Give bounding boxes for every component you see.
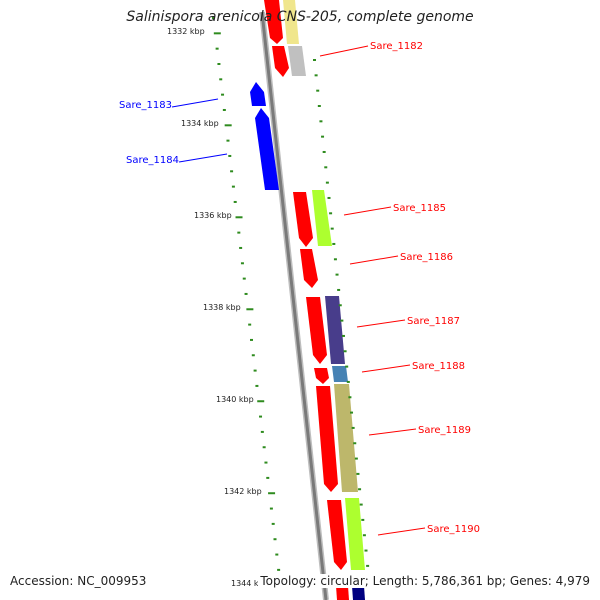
accession-label: Accession: NC_009953 [10, 574, 147, 588]
tick-label: 1332 kbp [167, 27, 205, 36]
gene-labels: Sare_1182 Sare_1183 Sare_1184 Sare_1185 … [119, 41, 480, 535]
tick-label: 1334 kbp [181, 119, 219, 128]
reverse-genes [250, 82, 279, 190]
tick-label: 1340 kbp [216, 395, 254, 404]
gene-label-sare-1184[interactable]: Sare_1184 [126, 155, 179, 166]
forward-genes [264, 0, 349, 600]
gene-label-sare-1187[interactable]: Sare_1187 [407, 316, 460, 327]
cog-bars [283, 0, 365, 600]
gene-label-sare-1182[interactable]: Sare_1182 [370, 41, 423, 52]
gene-arrow-sare-1183[interactable] [250, 82, 266, 106]
ruler-ticks [212, 17, 371, 587]
gene-arrow-sare-1187[interactable] [306, 297, 327, 364]
gene-label-sare-1189[interactable]: Sare_1189 [418, 425, 471, 436]
gene-arrow[interactable] [336, 586, 349, 600]
ruler-labels: 1332 kbp 1334 kbp 1336 kbp 1338 kbp 1340… [167, 27, 262, 588]
cog-bar [283, 0, 299, 44]
gene-label-sare-1190[interactable]: Sare_1190 [427, 524, 480, 535]
gene-label-sare-1186[interactable]: Sare_1186 [400, 252, 453, 263]
cog-bar [334, 384, 358, 492]
genome-backbone [259, 11, 329, 600]
map-title: Salinispora arenicola CNS-205, complete … [126, 9, 474, 25]
tick-label: 1338 kbp [203, 303, 241, 312]
cog-bar [325, 296, 345, 364]
gene-label-sare-1183[interactable]: Sare_1183 [119, 100, 172, 111]
gene-arrow-sare-1186[interactable] [300, 249, 318, 288]
gene-label-sare-1188[interactable]: Sare_1188 [412, 361, 465, 372]
cog-bar [332, 366, 348, 382]
genome-summary: Topology: circular; Length: 5,786,361 bp… [258, 574, 590, 588]
gene-arrow-sare-1188[interactable] [314, 368, 329, 384]
cog-bar [288, 46, 306, 76]
gene-arrow-sare-1190[interactable] [327, 500, 347, 570]
gene-arrow-sare-1182[interactable] [272, 46, 289, 77]
gene-arrow-sare-1184[interactable] [255, 108, 279, 190]
gene-label-sare-1185[interactable]: Sare_1185 [393, 203, 446, 214]
cog-bar [312, 190, 332, 246]
tick-label: 1344 k [231, 579, 259, 588]
gene-arrow-sare-1185[interactable] [293, 192, 313, 247]
gene-arrow-sare-1189[interactable] [316, 386, 338, 492]
cog-bar [345, 498, 365, 570]
tick-label: 1336 kbp [194, 211, 232, 220]
gene-arrow-sare-1182a[interactable] [264, 0, 283, 44]
cog-bar [352, 586, 365, 600]
tick-label: 1342 kbp [224, 487, 262, 496]
label-leaders [171, 45, 426, 536]
